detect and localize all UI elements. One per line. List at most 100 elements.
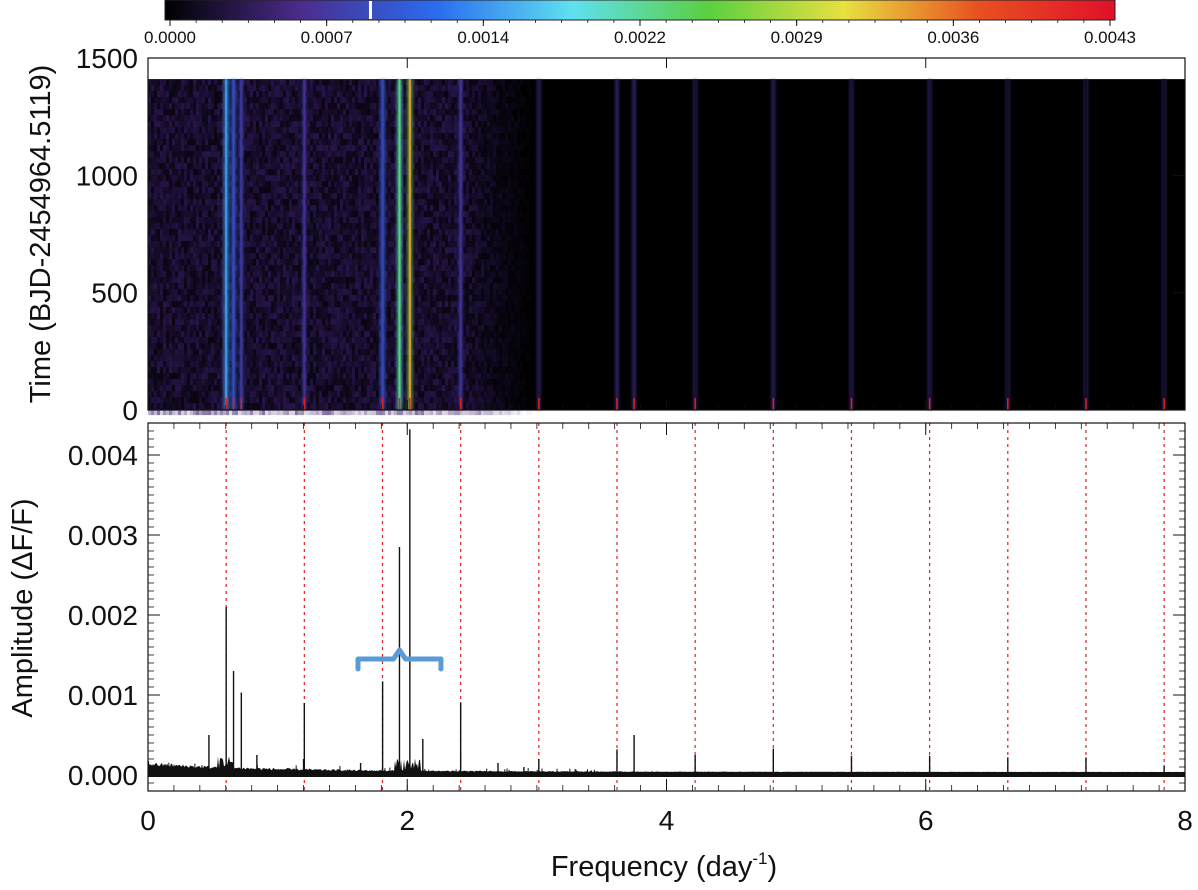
heatmap-noise-cell (337, 295, 340, 302)
heatmap-noise-cell (193, 205, 196, 212)
heatmap-noise-cell (244, 397, 247, 404)
heatmap-noise-cell (307, 289, 310, 296)
heatmap-noise-cell (310, 247, 313, 254)
heatmap-noise-cell (370, 307, 373, 314)
heatmap-noise-cell (337, 361, 340, 368)
heatmap-noise-cell (160, 247, 163, 254)
heatmap-noise-cell (376, 277, 379, 284)
heatmap-noise-cell (394, 295, 397, 302)
heatmap-noise-cell (190, 109, 193, 116)
heatmap-noise-cell (265, 295, 268, 302)
heatmap-noise-cell (151, 109, 154, 116)
heatmap-noise-cell (283, 157, 286, 164)
heatmap-noise-cell (214, 151, 217, 158)
heatmap-noise-cell (163, 211, 166, 218)
heatmap-noise-cell (208, 385, 211, 392)
heatmap-noise-cell (391, 187, 394, 194)
heatmap-noise-cell (385, 241, 388, 248)
heatmap-noise-cell (193, 385, 196, 392)
heatmap-noise-cell (388, 121, 391, 128)
heatmap-noise-cell (181, 91, 184, 98)
heatmap-noise-cell (274, 139, 277, 146)
heatmap-noise-cell (346, 145, 349, 152)
heatmap-noise-cell (166, 157, 169, 164)
heatmap-noise-cell (319, 409, 322, 416)
heatmap-noise-cell (370, 253, 373, 260)
heatmap-noise-cell (160, 211, 163, 218)
heatmap-noise-cell (346, 121, 349, 128)
heatmap-noise-cell (403, 295, 406, 302)
heatmap-noise-cell (217, 139, 220, 146)
heatmap-noise-cell (283, 229, 286, 236)
heatmap-noise-cell (358, 181, 361, 188)
heatmap-noise-cell (256, 103, 259, 110)
heatmap-noise-cell (217, 253, 220, 260)
heatmap-noise-cell (355, 157, 358, 164)
heatmap-noise-cell (358, 151, 361, 158)
heatmap-noise-cell (175, 253, 178, 260)
heatmap-noise-cell (163, 397, 166, 404)
heatmap-noise-cell (328, 157, 331, 164)
heatmap-noise-cell (346, 109, 349, 116)
heatmap-noise-cell (346, 367, 349, 374)
heatmap-noise-cell (229, 211, 232, 218)
heatmap-noise-cell (151, 97, 154, 104)
heatmap-noise-cell (298, 361, 301, 368)
heatmap-noise-cell (208, 121, 211, 128)
heatmap-noise-cell (229, 391, 232, 398)
heatmap-noise-cell (292, 199, 295, 206)
heatmap-noise-cell (319, 145, 322, 152)
heatmap-noise-cell (199, 283, 202, 290)
heatmap-noise-cell (349, 337, 352, 344)
heatmap-noise-cell (208, 343, 211, 350)
heatmap-noise-cell (208, 181, 211, 188)
heatmap-noise-cell (175, 97, 178, 104)
heatmap-noise-cell (247, 361, 250, 368)
heatmap-noise-cell (163, 235, 166, 242)
heatmap-noise-cell (340, 157, 343, 164)
heatmap-noise-cell (154, 325, 157, 332)
heatmap-noise-cell (358, 265, 361, 272)
heatmap-noise-cell (385, 277, 388, 284)
heatmap-noise-cell (181, 361, 184, 368)
heatmap-noise-cell (163, 127, 166, 134)
heatmap-noise-cell (364, 223, 367, 230)
heatmap-noise-cell (343, 379, 346, 386)
heatmap-noise-cell (319, 403, 322, 410)
heatmap-noise-cell (298, 313, 301, 320)
heatmap-noise-cell (391, 259, 394, 266)
heatmap-noise-cell (307, 193, 310, 200)
heatmap-noise-cell (157, 103, 160, 110)
heatmap-noise-cell (199, 145, 202, 152)
heatmap-noise-cell (259, 397, 262, 404)
heatmap-noise-cell (163, 205, 166, 212)
heatmap-noise-cell (256, 109, 259, 116)
heatmap-noise-cell (367, 139, 370, 146)
heatmap-noise-cell (298, 247, 301, 254)
heatmap-noise-cell (187, 169, 190, 176)
heatmap-noise-cell (352, 307, 355, 314)
heatmap-noise-cell (274, 373, 277, 380)
heatmap-noise-cell (181, 103, 184, 110)
heatmap-noise-cell (271, 127, 274, 134)
heatmap-noise-cell (280, 409, 283, 416)
heatmap-noise-cell (319, 157, 322, 164)
heatmap-noise-cell (157, 199, 160, 206)
heatmap-noise-cell (349, 367, 352, 374)
heatmap-noise-cell (349, 205, 352, 212)
heatmap-noise-cell (274, 85, 277, 92)
heatmap-noise-cell (178, 79, 181, 86)
heatmap-noise-cell (307, 373, 310, 380)
heatmap-noise-cell (394, 283, 397, 290)
heatmap-noise-cell (346, 115, 349, 122)
heatmap-noise-cell (373, 175, 376, 182)
heatmap-noise-cell (184, 109, 187, 116)
heatmap-noise-cell (283, 265, 286, 272)
heatmap-noise-cell (403, 391, 406, 398)
heatmap-noise-cell (355, 265, 358, 272)
heatmap-noise-cell (181, 391, 184, 398)
heatmap-noise-cell (376, 247, 379, 254)
heatmap-noise-cell (271, 283, 274, 290)
heatmap-noise-cell (166, 277, 169, 284)
heatmap-noise-cell (160, 217, 163, 224)
